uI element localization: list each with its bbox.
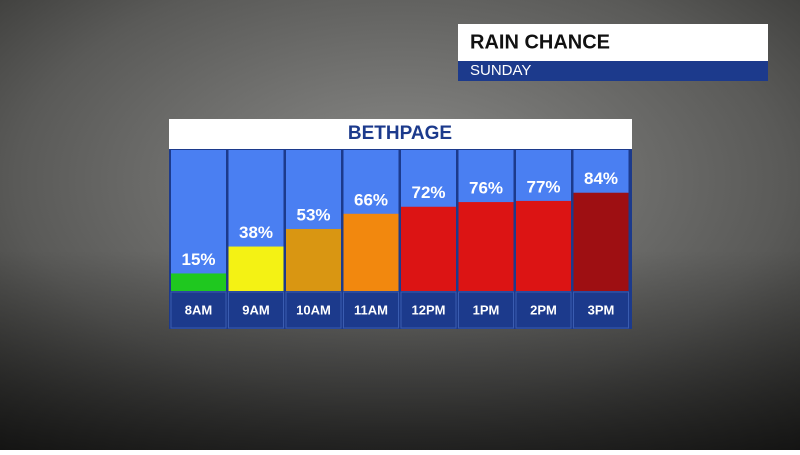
title-box	[169, 119, 632, 149]
x-tick-label: 12PM	[412, 302, 446, 317]
subheader: SUNDAY	[470, 62, 531, 79]
value-label: 76%	[469, 179, 503, 198]
value-label: 15%	[181, 250, 215, 269]
x-tick-label: 9AM	[242, 302, 269, 317]
bar	[286, 228, 341, 291]
bar	[401, 206, 456, 291]
label-box	[458, 291, 514, 329]
value-label: 38%	[239, 223, 273, 242]
header-box	[458, 24, 768, 61]
subheader-box	[458, 61, 768, 81]
label-box	[170, 291, 227, 329]
label-box	[285, 291, 342, 329]
x-tick-label: 10AM	[296, 302, 331, 317]
value-label: 72%	[411, 183, 445, 202]
column-background	[171, 150, 226, 291]
bar	[343, 213, 399, 291]
value-label: 53%	[296, 205, 330, 224]
x-tick-label: 8AM	[185, 302, 212, 317]
label-box	[400, 291, 457, 329]
bar	[458, 202, 514, 291]
value-label: 66%	[354, 190, 388, 209]
label-box	[573, 291, 629, 329]
bar	[171, 273, 226, 291]
header: RAIN CHANCE	[470, 31, 610, 53]
value-label: 77%	[526, 177, 560, 196]
bar	[573, 192, 629, 291]
x-tick-label: 1PM	[473, 302, 500, 317]
x-tick-label: 11AM	[354, 302, 388, 317]
x-tick-label: 2PM	[530, 302, 557, 317]
bar	[228, 246, 284, 291]
x-tick-label: 3PM	[588, 302, 615, 317]
label-box	[343, 291, 399, 329]
label-box	[515, 291, 572, 329]
bar	[516, 200, 571, 291]
label-box	[228, 291, 284, 329]
value-label: 84%	[584, 169, 618, 188]
chart-title: BETHPAGE	[348, 123, 452, 144]
